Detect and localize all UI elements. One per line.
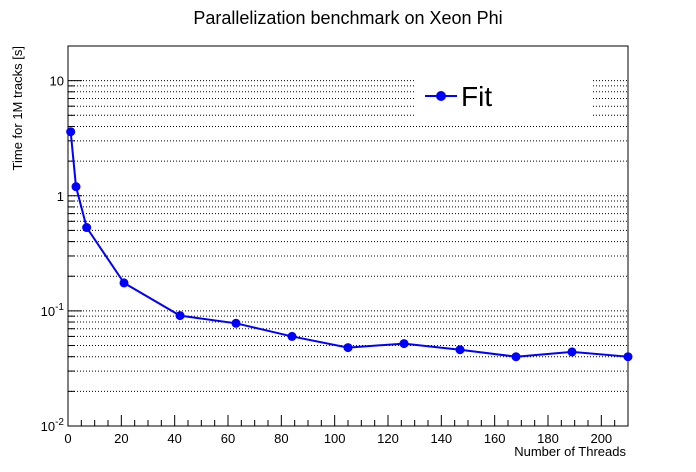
x-tick-label: 200	[590, 431, 612, 446]
chart-title: Parallelization benchmark on Xeon Phi	[193, 8, 502, 28]
data-point	[175, 311, 185, 321]
data-point	[71, 182, 81, 192]
legend-marker	[436, 91, 446, 101]
data-point	[511, 352, 521, 362]
data-point	[567, 347, 577, 357]
data-point	[82, 223, 92, 233]
x-tick-label: 0	[64, 431, 71, 446]
data-point	[119, 278, 129, 288]
x-tick-label: 120	[377, 431, 399, 446]
x-axis-title: Number of Threads	[514, 444, 626, 459]
x-tick-label: 140	[430, 431, 452, 446]
y-tick-label: 10-1	[41, 302, 65, 319]
x-tick-label: 100	[324, 431, 346, 446]
series-layer	[66, 127, 633, 362]
y-tick-label: 1	[57, 189, 64, 204]
data-point	[455, 345, 465, 355]
x-tick-label: 40	[167, 431, 181, 446]
data-point	[399, 339, 409, 349]
grid-lines	[68, 45, 628, 392]
x-tick-label: 160	[484, 431, 506, 446]
data-point	[66, 127, 76, 137]
y-axis-title: Time for 1M tracks [s]	[10, 46, 25, 170]
x-tick-label: 180	[537, 431, 559, 446]
data-point	[343, 343, 353, 353]
x-tick-label: 80	[274, 431, 288, 446]
y-tick-label: 10-2	[41, 417, 65, 434]
data-point	[623, 352, 633, 362]
x-tick-label: 60	[221, 431, 235, 446]
legend: Fit	[415, 72, 591, 122]
y-tick-label: 10	[50, 74, 64, 89]
data-point	[231, 318, 241, 328]
x-tick-label: 20	[114, 431, 128, 446]
legend-label: Fit	[461, 81, 492, 112]
data-point	[287, 331, 297, 341]
